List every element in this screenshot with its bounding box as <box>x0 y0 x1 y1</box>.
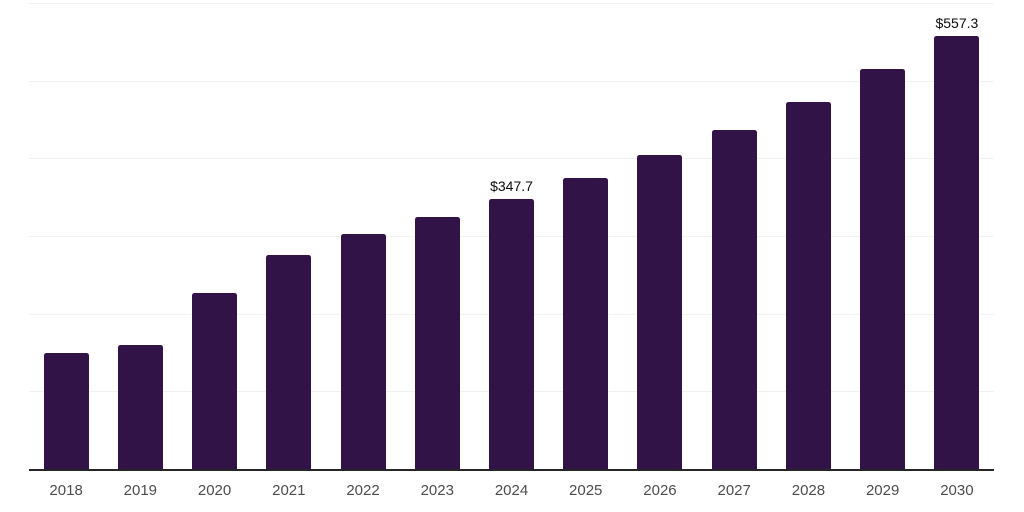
bar-2024 <box>489 198 534 469</box>
bar-2029 <box>860 69 906 469</box>
x-tick-label-2019: 2019 <box>123 482 158 499</box>
data-label-2024: $347.7 <box>490 177 533 194</box>
bar-2030 <box>934 36 980 469</box>
bar-2027 <box>711 130 757 469</box>
bar-2025 <box>563 177 609 469</box>
bar-2026 <box>637 155 683 469</box>
plot-area: $347.7 $557.3 <box>29 3 994 471</box>
gridline <box>29 158 994 160</box>
x-tick-label-2026: 2026 <box>643 482 677 499</box>
data-label-2030: $557.3 <box>935 15 979 32</box>
bar-2023 <box>414 216 460 469</box>
x-tick-label-2021: 2021 <box>272 482 306 499</box>
bar-2028 <box>785 102 831 469</box>
gridline <box>29 3 994 4</box>
x-tick-label-2029: 2029 <box>865 482 900 499</box>
bar-2020 <box>192 293 238 469</box>
x-tick-label-2020: 2020 <box>197 482 232 499</box>
x-tick-label-2024: 2024 <box>494 482 529 499</box>
bar-2021 <box>266 254 312 469</box>
x-axis-line <box>29 469 994 471</box>
x-tick-label-2028: 2028 <box>791 482 826 499</box>
x-tick-label-2018: 2018 <box>49 482 83 499</box>
bar-2019 <box>117 344 163 469</box>
x-tick-label-2025: 2025 <box>569 482 603 499</box>
bar-2018 <box>43 352 89 469</box>
gridline <box>29 80 994 82</box>
x-tick-label-2022: 2022 <box>346 482 380 499</box>
x-tick-label-2023: 2023 <box>420 482 454 499</box>
x-tick-label-2030: 2030 <box>940 482 974 499</box>
x-tick-label-2027: 2027 <box>717 482 751 499</box>
bar-2022 <box>340 234 386 469</box>
x-axis: 2018 2019 2020 2021 2022 2023 2024 2025 2026 2027… <box>29 482 994 504</box>
